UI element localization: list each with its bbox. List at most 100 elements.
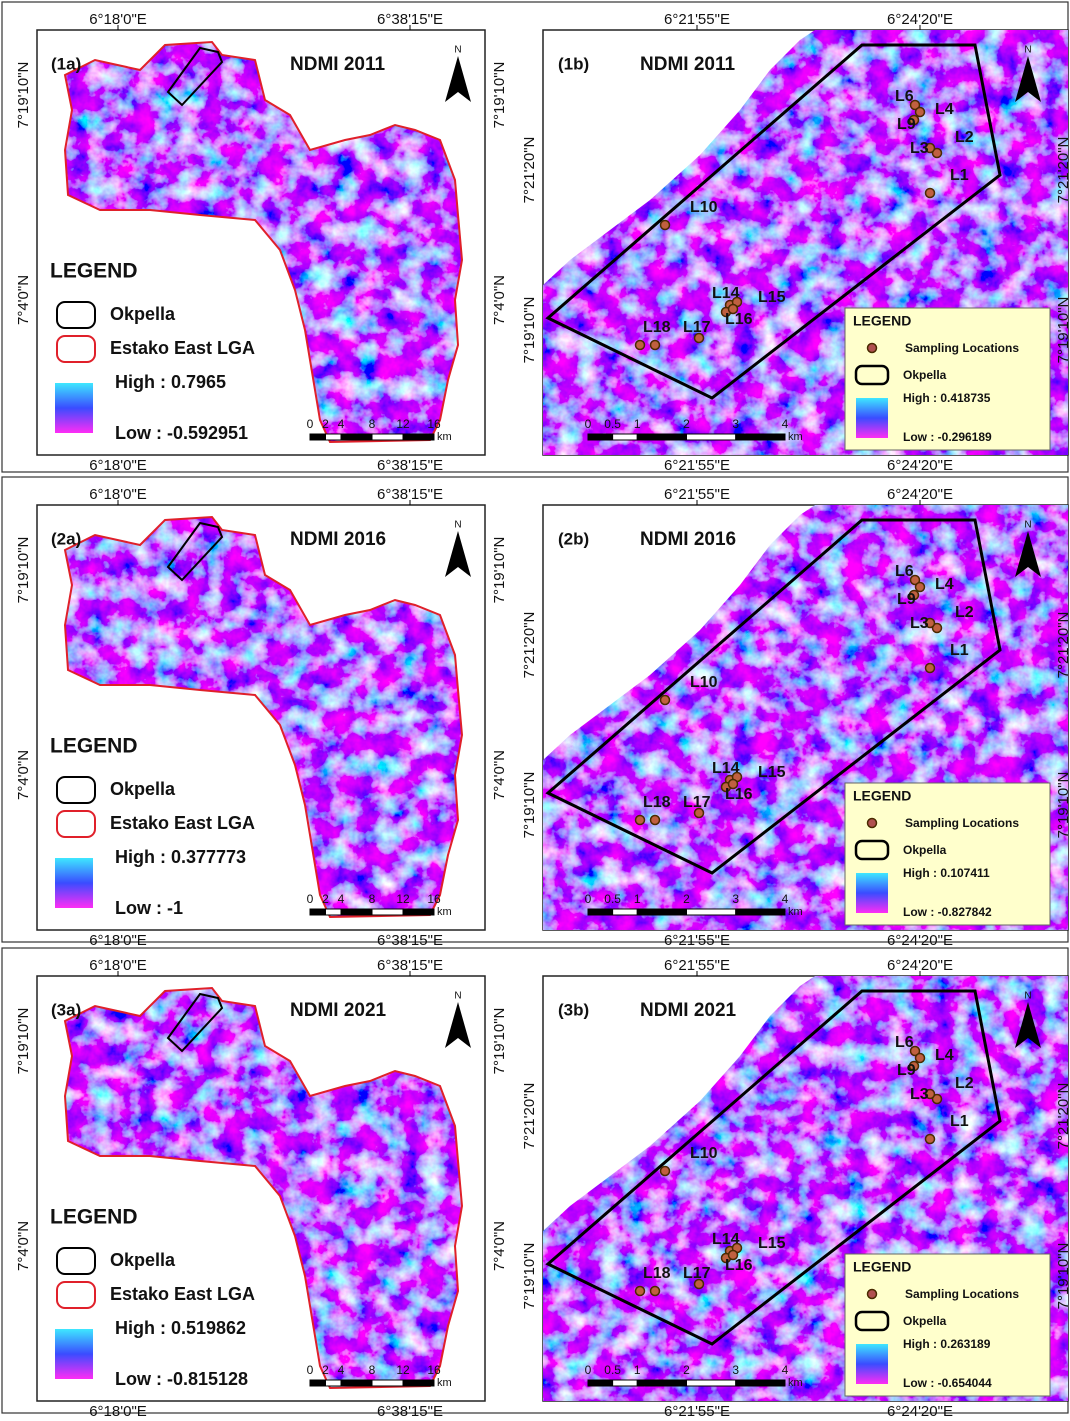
legend-item: Okpella <box>110 1250 176 1270</box>
site-label: L17 <box>683 794 711 811</box>
site-label: L2 <box>955 604 974 621</box>
site-label: L18 <box>643 1265 671 1282</box>
legend-site-symbol <box>868 344 877 353</box>
scale-segment <box>736 434 785 440</box>
scale-label: 8 <box>369 1363 376 1377</box>
legend-okpella-symbol <box>57 777 95 803</box>
legend-title: LEGEND <box>50 260 138 283</box>
scale-unit: km <box>788 1377 803 1389</box>
scale-segment <box>341 909 372 915</box>
panel-title: NDMI 2011 <box>290 54 385 75</box>
site-label: L9 <box>897 591 916 608</box>
site-marker <box>729 305 738 314</box>
legend-title: LEGEND <box>50 735 138 758</box>
north-label: N <box>1024 45 1031 56</box>
site-label: L16 <box>725 311 753 328</box>
legend-low: Low : -0.296189 <box>903 430 992 444</box>
panel-label: (3b) <box>558 1000 589 1019</box>
scale-segment <box>637 1380 686 1386</box>
scale-segment <box>736 909 785 915</box>
left-tick-label: 7°19'10"N <box>15 1008 32 1075</box>
site-label: L9 <box>897 116 916 133</box>
left-tick-label: 7°19'10"N <box>15 62 32 129</box>
left-tick-label: 7°21'20"N <box>521 612 538 679</box>
legend-item: Sampling Locations <box>905 1287 1019 1301</box>
legend-item: Sampling Locations <box>905 341 1019 355</box>
legend-item: Estako East LGA <box>110 813 255 833</box>
north-label: N <box>454 45 461 56</box>
scale-label: 3 <box>732 1363 739 1377</box>
legend-ramp <box>55 383 93 433</box>
left-tick-label: 7°4'0"N <box>15 275 32 325</box>
scale-label: 3 <box>732 417 739 431</box>
legend-high: High : 0.107411 <box>903 866 990 880</box>
panel-title: NDMI 2016 <box>290 529 386 550</box>
left-tick-label: 7°19'10"N <box>521 1243 538 1310</box>
right-tick-label: 7°19'10"N <box>1055 772 1070 839</box>
legend-item: Okpella <box>110 304 176 324</box>
site-label: L6 <box>895 1034 914 1051</box>
north-label: N <box>1024 991 1031 1002</box>
scale-label: 0.5 <box>604 1363 621 1377</box>
scale-segment <box>687 909 736 915</box>
site-label: L1 <box>950 1113 969 1130</box>
legend-ramp <box>856 398 888 438</box>
panel-label: (3a) <box>51 1000 81 1019</box>
scale-label: 0.5 <box>604 417 621 431</box>
scale-segment <box>341 1380 372 1386</box>
scale-label: 4 <box>782 417 789 431</box>
site-marker <box>916 583 925 592</box>
right-tick-label: 7°4'0"N <box>491 750 508 800</box>
site-label: L16 <box>725 786 753 803</box>
scale-segment <box>613 909 638 915</box>
panel-label: (1b) <box>558 54 589 73</box>
scale-segment <box>637 909 686 915</box>
site-label: L2 <box>955 1075 974 1092</box>
left-tick-label: 7°21'20"N <box>521 137 538 204</box>
site-label: L18 <box>643 319 671 336</box>
legend-site-symbol <box>868 1290 877 1299</box>
legend-site-symbol <box>868 819 877 828</box>
panel-label: (1a) <box>51 54 81 73</box>
legend-low: Low : -1 <box>115 898 183 918</box>
legend-okpella-symbol <box>57 1248 95 1274</box>
site-marker <box>926 1135 935 1144</box>
bottom-tick-label: 6°18'0"E <box>89 1403 147 1420</box>
scale-label: 16 <box>427 892 441 906</box>
scale-segment <box>687 1380 736 1386</box>
page: {"panels":[ {"label":"(1a)","title":"NDM… <box>0 0 1070 1421</box>
site-label: L3 <box>910 140 929 157</box>
scale-label: 0 <box>585 417 592 431</box>
bottom-tick-label: 6°24'20"E <box>887 932 953 949</box>
legend-item: Sampling Locations <box>905 816 1019 830</box>
scale-label: 2 <box>683 417 690 431</box>
scale-label: 1 <box>634 417 641 431</box>
scale-segment <box>372 1380 403 1386</box>
left-tick-label: 7°21'20"N <box>521 1083 538 1150</box>
legend-item: Okpella <box>903 1314 947 1328</box>
scale-segment <box>372 434 403 440</box>
legend-item: Estako East LGA <box>110 338 255 358</box>
scale-unit: km <box>788 906 803 918</box>
site-marker <box>729 1251 738 1260</box>
scale-segment <box>310 909 326 915</box>
panel-title: NDMI 2011 <box>640 54 735 75</box>
site-label: L2 <box>955 129 974 146</box>
bottom-tick-label: 6°24'20"E <box>887 457 953 474</box>
panel-label: (2b) <box>558 529 589 548</box>
scale-unit: km <box>437 431 452 443</box>
site-label: L10 <box>690 674 718 691</box>
bottom-tick-label: 6°18'0"E <box>89 457 147 474</box>
scale-label: 2 <box>322 417 329 431</box>
legend-item: Okpella <box>110 779 176 799</box>
legend-ramp <box>856 873 888 913</box>
scale-segment <box>588 434 613 440</box>
scale-label: 0 <box>307 892 314 906</box>
legend-low: Low : -0.654044 <box>903 1376 992 1390</box>
site-label: L6 <box>895 563 914 580</box>
scale-label: 4 <box>338 417 345 431</box>
scale-segment <box>403 1380 434 1386</box>
legend-title: LEGEND <box>853 313 911 329</box>
site-label: L6 <box>895 88 914 105</box>
site-label: L1 <box>950 642 969 659</box>
